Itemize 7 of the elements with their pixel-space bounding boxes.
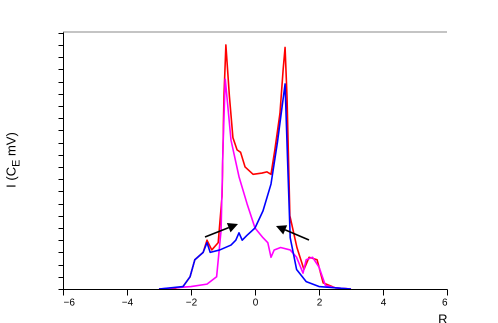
x-tick-label: 4 — [380, 298, 387, 308]
x-tick-label: −2 — [186, 298, 198, 308]
x-tick-label: 6 — [442, 298, 448, 308]
x-tick-label: −4 — [122, 298, 134, 308]
x-tick-label: 2 — [316, 298, 323, 308]
x-tick-label: 0 — [252, 298, 259, 308]
x-tick-label: −6 — [64, 298, 76, 308]
